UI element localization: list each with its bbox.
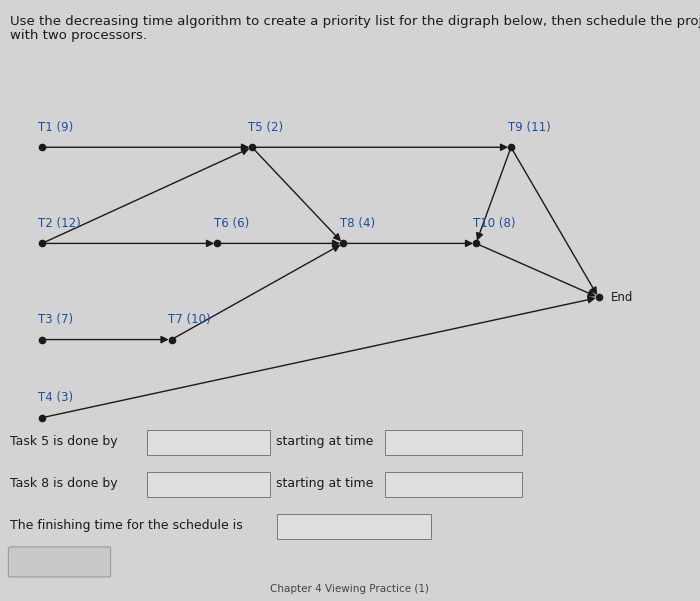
Text: starting at time: starting at time [276,477,374,490]
Text: Select an answer ⌄: Select an answer ⌄ [153,437,261,447]
Text: starting at time: starting at time [276,435,374,448]
Text: Task 5 is done by: Task 5 is done by [10,435,118,448]
FancyBboxPatch shape [276,514,430,539]
Text: T6 (6): T6 (6) [214,217,248,230]
Text: Select an answer ⌄: Select an answer ⌄ [153,479,261,489]
FancyBboxPatch shape [385,472,522,497]
Text: Task 8 is done by: Task 8 is done by [10,477,118,490]
Text: T8 (4): T8 (4) [340,217,374,230]
Text: T2 (12): T2 (12) [38,217,81,230]
FancyBboxPatch shape [147,472,270,497]
Text: Use the decreasing time algorithm to create a priority list for the digraph belo: Use the decreasing time algorithm to cre… [10,15,700,28]
FancyBboxPatch shape [8,547,111,577]
Text: T5 (2): T5 (2) [248,121,284,134]
Text: T10 (8): T10 (8) [473,217,515,230]
Text: T9 (11): T9 (11) [508,121,550,134]
Text: Check Answer: Check Answer [15,555,104,569]
FancyBboxPatch shape [147,430,270,455]
Text: End: End [611,291,634,304]
FancyBboxPatch shape [385,430,522,455]
Text: with two processors.: with two processors. [10,29,148,43]
Text: T7 (10): T7 (10) [168,313,211,326]
Text: T3 (7): T3 (7) [38,313,74,326]
Text: The finishing time for the schedule is: The finishing time for the schedule is [10,519,244,532]
Text: T4 (3): T4 (3) [38,391,74,404]
Text: Chapter 4 Viewing Practice (1): Chapter 4 Viewing Practice (1) [270,584,430,594]
Text: T1 (9): T1 (9) [38,121,74,134]
